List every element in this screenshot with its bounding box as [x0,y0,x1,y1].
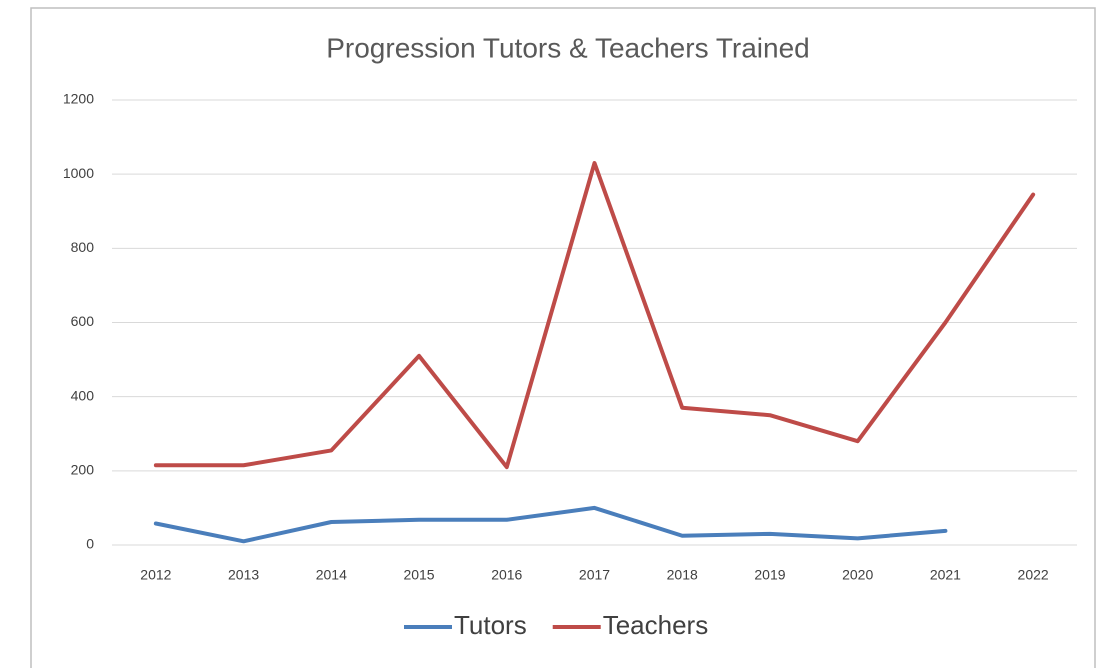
x-tick-label: 2016 [491,567,522,583]
y-tick-label: 200 [71,462,95,478]
y-tick-label: 400 [71,387,95,403]
x-tick-label: 2021 [930,567,961,583]
x-tick-label: 2022 [1018,567,1049,583]
y-tick-label: 1000 [63,165,94,181]
series-line [153,161,1036,470]
x-tick-label: 2018 [667,567,698,583]
x-tick-label: 2019 [754,567,785,583]
y-tick-label: 800 [71,239,95,255]
x-tick-label: 2012 [140,567,171,583]
legend-label: Teachers [603,610,709,640]
x-tick-label: 2013 [228,567,259,583]
x-tick-label: 2020 [842,567,873,583]
x-tick-label: 2015 [403,567,434,583]
chart-title: Progression Tutors & Teachers Trained [326,32,810,63]
y-tick-label: 0 [86,536,94,552]
x-tick-label: 2014 [316,567,347,583]
x-tick-label: 2017 [579,567,610,583]
y-tick-label: 1200 [63,91,94,107]
legend-label: Tutors [454,610,527,640]
chart-border [30,7,1096,668]
y-tick-label: 600 [71,313,95,329]
series-line [153,505,948,544]
